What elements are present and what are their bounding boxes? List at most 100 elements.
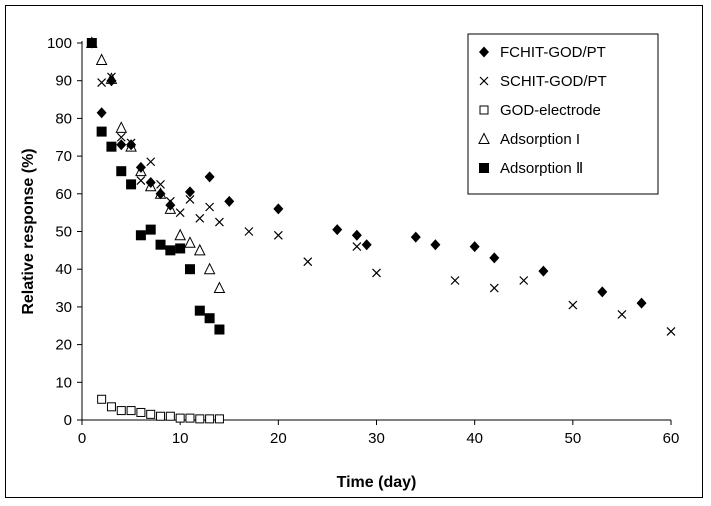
data-point: [617, 310, 627, 319]
x-marker-stroke: [450, 276, 460, 285]
legend-item: GOD-electrode: [479, 102, 601, 119]
data-point: [95, 53, 108, 65]
x-tick-label: 10: [172, 430, 189, 447]
data-point: [145, 224, 156, 235]
data-point: [194, 305, 205, 316]
data-point: [430, 239, 441, 251]
x-tick-label: 50: [564, 430, 581, 447]
data-point: [489, 252, 500, 264]
data-point: [519, 276, 529, 285]
x-marker-stroke: [97, 78, 107, 88]
data-point: [410, 231, 421, 243]
data-point: [175, 243, 186, 254]
legend-marker: [479, 46, 489, 58]
data-point: [224, 195, 235, 207]
data-point: [450, 276, 460, 285]
x-marker-stroke: [136, 176, 146, 186]
data-point: [205, 414, 215, 424]
legend-label: Adsorption I: [500, 131, 580, 148]
data-point: [175, 413, 185, 423]
data-point: [214, 414, 224, 424]
data-point: [126, 179, 137, 190]
data-point: [205, 202, 215, 212]
data-point: [126, 139, 137, 151]
x-tick-label: 60: [663, 430, 680, 447]
data-point: [195, 213, 205, 223]
legend-label: Adsorption Ⅱ: [500, 160, 583, 177]
y-axis-ticks: 0 10 20 30 40 50 60 70 80 90 100: [47, 35, 82, 429]
legend-box: [467, 33, 659, 195]
legend: FCHIT-GOD/PT SCHIT-GOD/PT GOD-electrode Ads…: [467, 33, 659, 195]
legend-marker: [478, 132, 490, 144]
data-point: [666, 326, 676, 336]
data-point: [538, 265, 549, 277]
legend-items: FCHIT-GOD/PT SCHIT-GOD/PT GOD-electrode Ads…: [478, 44, 607, 177]
data-point: [156, 179, 165, 189]
data-point: [215, 217, 224, 227]
data-point: [126, 406, 136, 416]
data-point: [469, 241, 480, 253]
y-tick-label: 0: [64, 412, 72, 429]
data-point: [86, 38, 97, 48]
x-marker-stroke: [116, 132, 126, 142]
data-point: [597, 286, 608, 298]
data-point: [273, 230, 283, 240]
x-marker-stroke: [372, 268, 381, 278]
data-point: [165, 245, 176, 256]
x-marker-stroke: [215, 217, 224, 227]
x-marker-stroke: [568, 300, 578, 310]
data-point: [352, 242, 362, 252]
y-tick-label: 80: [55, 110, 72, 127]
data-point: [136, 176, 146, 186]
x-marker-stroke: [273, 230, 283, 240]
data-point: [146, 157, 156, 167]
series-4: [86, 38, 225, 335]
series-2: [97, 394, 224, 424]
data-point: [303, 257, 313, 267]
data-point: [332, 224, 343, 236]
y-tick-label: 70: [55, 148, 72, 165]
data-point: [116, 139, 127, 151]
data-point: [195, 414, 205, 424]
data-point: [106, 402, 116, 412]
y-axis-title: Relative response (%): [20, 148, 37, 314]
legend-item: FCHIT-GOD/PT: [479, 44, 606, 61]
y-tick-label: 50: [55, 224, 72, 241]
data-point: [165, 199, 176, 211]
data-point: [135, 161, 146, 173]
legend-label: FCHIT-GOD/PT: [500, 44, 606, 61]
chart-frame: [5, 5, 703, 498]
x-tick-label: 30: [368, 430, 385, 447]
data-point: [361, 239, 372, 251]
x-marker-stroke: [617, 310, 627, 319]
data-point: [175, 208, 185, 218]
data-point: [185, 195, 195, 204]
y-tick-label: 100: [47, 35, 72, 52]
x-marker-stroke: [156, 179, 165, 189]
data-point: [184, 264, 195, 275]
data-point: [204, 171, 215, 183]
data-point: [185, 413, 195, 423]
legend-item: SCHIT-GOD/PT: [479, 73, 607, 90]
data-point: [372, 268, 381, 278]
x-tick-label: 0: [78, 430, 86, 447]
x-axis-title: Time (day): [337, 474, 417, 491]
data-points: [86, 36, 676, 424]
data-point: [116, 166, 127, 177]
data-point: [155, 239, 166, 250]
x-marker-stroke: [303, 257, 313, 267]
data-point: [106, 75, 117, 87]
data-point: [204, 313, 215, 324]
x-tick-label: 40: [466, 430, 483, 447]
data-point: [213, 281, 226, 294]
legend-label: SCHIT-GOD/PT: [500, 73, 607, 90]
x-marker-stroke: [195, 213, 205, 223]
series-0: [86, 37, 647, 309]
legend-label: GOD-electrode: [500, 102, 601, 119]
x-marker-stroke: [146, 157, 156, 167]
y-tick-label: 90: [55, 73, 72, 90]
data-point: [116, 132, 126, 142]
data-point: [97, 78, 107, 88]
x-tick-label: 20: [270, 430, 287, 447]
